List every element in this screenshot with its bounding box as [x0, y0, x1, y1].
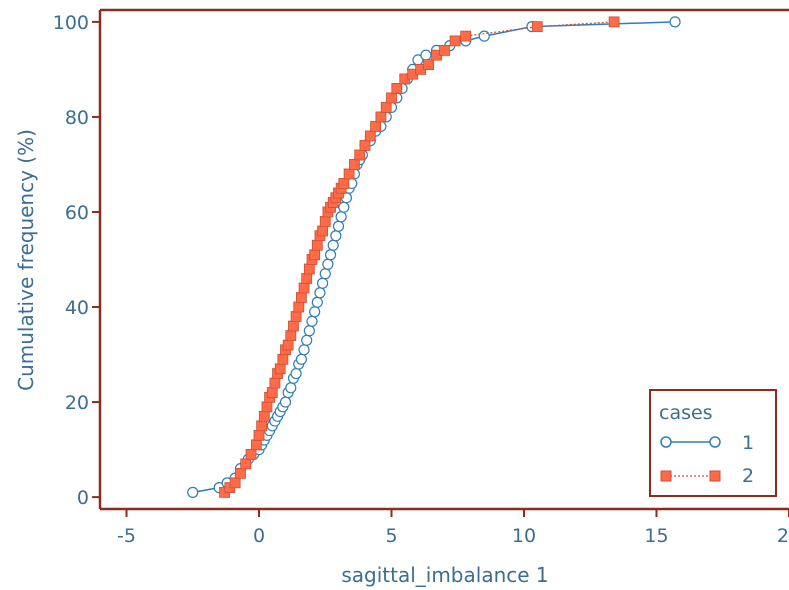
- series-1-point: [317, 277, 329, 289]
- series-2-point: [380, 102, 392, 113]
- series-2-point: [293, 301, 305, 313]
- legend: cases 1 2: [649, 389, 777, 497]
- y-tick-label-1: 20: [65, 392, 89, 414]
- series-2-point: [531, 21, 543, 33]
- legend-series-1-marker-left: [660, 436, 672, 448]
- legend-title: cases: [659, 402, 713, 424]
- x-tick-label-1: 0: [253, 525, 265, 547]
- series-2-point: [295, 292, 307, 303]
- series-2-point: [261, 401, 273, 413]
- series-2-point: [386, 92, 397, 104]
- x-tick-label-3: 10: [512, 525, 536, 547]
- series-2-point: [298, 282, 310, 294]
- series-2-point: [449, 35, 461, 47]
- series-2-point: [439, 44, 450, 56]
- series-1-point: [420, 49, 432, 61]
- legend-series-2-marker-right: [709, 470, 721, 482]
- series-2-point: [253, 429, 265, 441]
- series-1-point: [187, 486, 199, 498]
- series-2-point: [266, 387, 278, 398]
- series-2-point: [285, 330, 297, 341]
- series-2-point: [229, 477, 241, 489]
- x-axis-title: sagittal_imbalance 1: [341, 563, 548, 587]
- series-1-point: [295, 353, 307, 365]
- series-2-point: [608, 16, 620, 28]
- series-1-point: [324, 249, 337, 261]
- series-2-point: [269, 377, 281, 389]
- series-1-point: [319, 268, 331, 280]
- series-2-point: [290, 311, 302, 322]
- series-1-point: [327, 239, 339, 251]
- series-2-point: [250, 439, 262, 451]
- x-tick-label-5: 20: [777, 525, 789, 547]
- legend-series-1-marker-right: [709, 436, 721, 448]
- series-2-point: [235, 467, 246, 479]
- series-1-point: [322, 258, 334, 270]
- series-2-point: [423, 59, 435, 71]
- series-2-point: [375, 111, 387, 123]
- series-2-point: [245, 448, 257, 460]
- series-2-point: [370, 121, 382, 132]
- series-2-point: [343, 168, 355, 180]
- x-tick-label-0: -5: [117, 525, 136, 547]
- series-2-point: [256, 420, 268, 432]
- series-1-point: [285, 382, 297, 394]
- series-1-point: [314, 287, 326, 299]
- series-2-point: [364, 130, 376, 142]
- series-2-point: [460, 30, 472, 42]
- series-2-point: [288, 320, 299, 332]
- series-2-point: [311, 239, 323, 251]
- series-2-point: [348, 159, 360, 170]
- y-tick-label-0: 0: [77, 487, 89, 509]
- series-2-point: [319, 216, 331, 227]
- series-1-point: [303, 325, 315, 337]
- y-tick-label-5: 100: [53, 12, 89, 34]
- series-1-point: [298, 344, 310, 356]
- plot-frame: [98, 8, 789, 511]
- series-1-point: [279, 396, 292, 408]
- y-tick-label-2: 40: [65, 297, 89, 319]
- series-2-point: [301, 273, 313, 284]
- series-1-point: [335, 211, 347, 223]
- series-1-point: [290, 367, 302, 380]
- y-axis-title: Cumulative frequency (%): [14, 129, 38, 391]
- y-tick-label-3: 60: [65, 202, 89, 224]
- series-2-point: [282, 339, 294, 351]
- y-tick-label-4: 80: [65, 107, 89, 129]
- series-2-point: [274, 363, 286, 375]
- legend-series-2-label: 2: [742, 465, 754, 487]
- series-1-point: [301, 334, 313, 346]
- series-2-point: [309, 249, 321, 261]
- series-2-point: [338, 178, 350, 189]
- axis-ticks: -5 0 5 10 15 20 0 20 40 60 80 100: [53, 12, 789, 547]
- series-2-point: [391, 83, 403, 94]
- series-2-point: [354, 149, 366, 161]
- series-1-point: [306, 315, 318, 327]
- legend-series-1-label: 1: [742, 432, 754, 454]
- series-2-point: [359, 140, 371, 151]
- series-1-point: [332, 220, 345, 232]
- legend-series-2-marker-left: [660, 470, 672, 482]
- series-1-point: [338, 201, 350, 213]
- series-2-line: [224, 21, 615, 493]
- series-2-point: [317, 225, 329, 237]
- series-1-point: [669, 16, 681, 28]
- series-2-point: [240, 458, 252, 470]
- series-2-point: [258, 410, 270, 422]
- series-2-layer: [219, 16, 620, 498]
- x-tick-label-4: 15: [644, 525, 668, 547]
- series-1-point: [309, 306, 321, 318]
- series-2-point: [303, 263, 315, 275]
- series-1-point: [311, 296, 323, 308]
- x-tick-label-2: 5: [385, 525, 397, 547]
- series-1-point: [330, 230, 342, 242]
- series-2-point: [277, 353, 289, 365]
